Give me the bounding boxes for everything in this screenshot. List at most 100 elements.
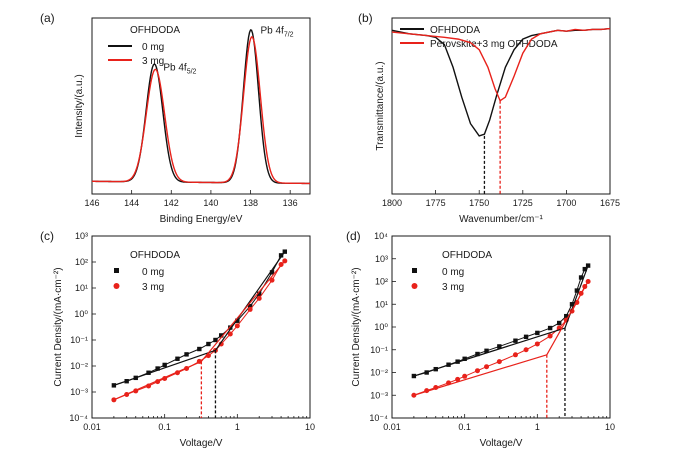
plot-frame-b [391,17,611,195]
y-axis-label-d: Current Density/(mA·cm⁻²) [351,267,362,386]
series-line-a-1 [91,36,311,185]
data-point-c-0-3 [146,370,151,375]
data-point-c-0-13 [235,318,240,323]
x-tick-label-a-5: 136 [283,198,298,208]
series-line-b-1 [391,27,611,102]
x-axis-label-b: Wavenumber/cm⁻¹ [459,214,543,225]
series-line-c-1 [113,260,286,401]
data-point-d-1-5 [462,373,468,379]
legend-label-a-1: 3 mg [142,56,164,67]
y-tick-label-d-3: 10⁻¹ [370,345,388,355]
y-tick-label-d-8: 10⁴ [374,231,388,241]
panel-b: (b) Wavenumber/cm⁻¹ Transmittance/(a.u.)… [358,11,620,225]
panel-label-a: (a) [40,11,55,25]
data-point-d-1-9 [512,352,518,358]
legend-title-d: OFHDODA [442,250,492,261]
y-tick-label-d-7: 10³ [375,254,388,264]
data-point-c-1-14 [247,306,253,312]
x-tick-label-d-1: 0.1 [458,422,471,432]
data-point-c-0-17 [278,253,284,258]
x-tick-label-b-2: 1750 [469,198,489,208]
data-point-d-1-8 [496,359,502,365]
data-point-c-0-10 [213,337,218,343]
x-axis-label-a: Binding Energy/eV [160,214,243,225]
y-tick-label-c-3: 10⁻¹ [70,335,88,345]
data-point-d-0-14 [564,313,569,319]
x-tick-label-c-2: 1 [235,422,240,432]
series-line-a-0 [91,29,311,185]
fit-line-d-0 [413,327,566,377]
data-point-d-0-9 [513,338,518,343]
data-point-c-0-7 [184,352,189,357]
x-tick-label-d-3: 10 [605,422,615,432]
legend-label-a-0: 0 mg [142,42,164,53]
legend-label-b-0: OFHDODA [430,25,480,36]
y-axis-label-a: Intensity/(a.u.) [74,74,85,137]
y-tick-label-d-2: 10⁻² [370,368,388,378]
legend-title-c: OFHDODA [130,250,180,261]
legend-marker-c-1 [113,283,120,289]
panel-label-c: (c) [40,229,54,243]
legend-label-d-1: 3 mg [442,282,464,293]
legend-marker-c-0 [114,268,119,273]
y-tick-label-c-6: 10² [75,257,88,267]
data-point-c-0-4 [155,366,160,371]
x-tick-label-b-0: 1800 [382,198,402,208]
x-tick-label-a-2: 142 [164,198,179,208]
series-line-c-0 [113,251,286,386]
data-point-c-1-13 [234,323,240,329]
data-point-d-1-11 [534,341,540,347]
series-line-d-1 [413,281,589,396]
data-point-d-0-8 [497,344,502,349]
data-point-c-0-6 [175,356,180,361]
fit-line-d-1 [564,265,589,329]
x-tick-label-b-5: 1675 [600,198,620,208]
y-tick-label-c-5: 10¹ [75,283,88,293]
x-tick-label-d-2: 1 [535,422,540,432]
legend-marker-d-1 [411,283,418,289]
data-point-c-1-12 [227,331,233,337]
data-point-c-0-16 [269,270,275,275]
data-point-c-0-11 [219,333,224,338]
data-point-d-0-5 [462,356,467,362]
legend-marker-d-0 [412,268,417,273]
data-point-d-0-15 [569,302,575,307]
data-point-c-0-8 [197,346,202,352]
data-point-c-0-9 [206,341,211,347]
panel-c: (c) Voltage/V Current Density/(mA·cm⁻²) … [40,229,315,449]
data-point-d-0-17 [578,275,584,280]
fit-line-d-2 [413,354,547,396]
legend-label-c-1: 3 mg [142,282,164,293]
legend-label-d-0: 0 mg [442,267,464,278]
plot-frame-a [91,17,311,195]
annotation-pb-4f72: Pb 4f7/2 [260,25,293,38]
data-point-d-1-4 [455,376,461,382]
legend-label-c-0: 0 mg [142,267,164,278]
data-point-d-0-11 [535,330,540,336]
data-point-d-0-16 [574,288,580,293]
data-point-c-1-16 [269,277,275,283]
y-tick-label-c-1: 10⁻³ [70,387,88,397]
annotation-pb-4f52: Pb 4f5/2 [163,62,196,75]
y-tick-label-d-0: 10⁻⁴ [369,413,388,423]
y-tick-label-d-1: 10⁻³ [370,390,388,400]
x-tick-label-a-4: 138 [243,198,258,208]
x-axis-label-c: Voltage/V [180,438,223,449]
x-tick-label-d-0: 0.01 [383,422,401,432]
data-point-d-0-0 [411,373,417,379]
legend-label-b-1: Perovskite+3 mg OFHDODA [430,39,558,50]
data-point-d-1-7 [484,364,490,370]
x-tick-label-c-3: 10 [305,422,315,432]
data-point-d-1-6 [474,368,480,374]
fit-line-d-3 [546,281,589,356]
panel-d: (d) Voltage/V Current Density/(mA·cm⁻²) … [346,229,615,449]
y-tick-label-c-0: 10⁻⁴ [69,413,88,423]
fit-line-c-3 [200,260,286,362]
series-line-d-0 [413,265,589,377]
data-point-d-0-6 [475,351,480,357]
x-tick-label-c-1: 0.1 [158,422,171,432]
data-point-d-1-12 [547,333,553,339]
data-point-c-1-15 [256,295,262,301]
data-point-d-0-10 [523,334,529,340]
